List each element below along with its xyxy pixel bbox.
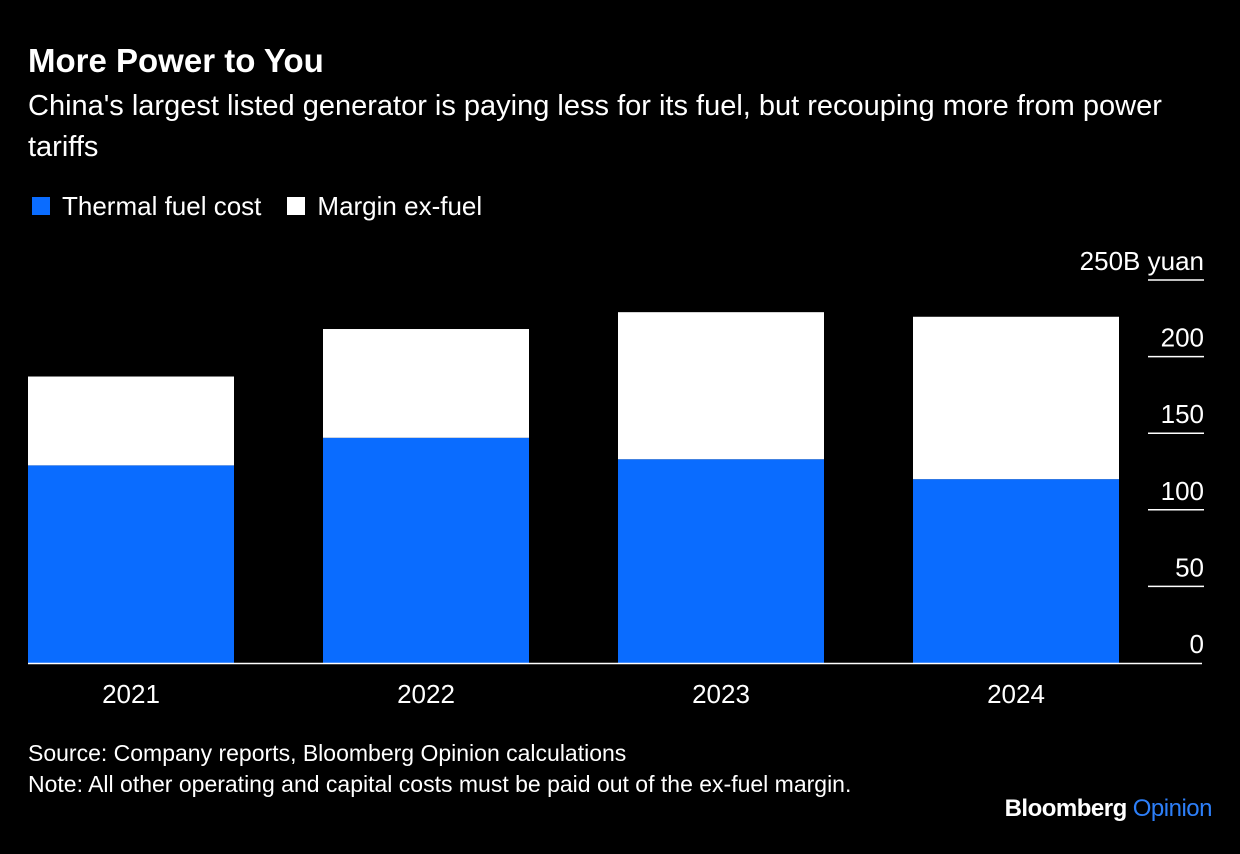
legend-label-margin: Margin ex-fuel: [317, 191, 483, 221]
y-tick-label: 150: [1161, 399, 1204, 429]
legend-swatch-fuel: [32, 197, 50, 215]
legend-item-fuel: Thermal fuel cost: [32, 190, 261, 222]
footer: Source: Company reports, Bloomberg Opini…: [28, 738, 878, 800]
y-tick-label: 0: [1190, 629, 1204, 659]
footnote: Note: All other operating and capital co…: [28, 771, 852, 797]
x-tick-label: 2023: [692, 679, 750, 709]
bar-fuel-2022: [323, 437, 529, 663]
source-note: Source: Company reports, Bloomberg Opini…: [28, 740, 627, 766]
legend: Thermal fuel cost Margin ex-fuel: [32, 190, 508, 222]
y-tick-label: 100: [1161, 476, 1204, 506]
legend-swatch-margin: [287, 197, 306, 215]
x-tick-label: 2021: [102, 679, 160, 709]
y-tick-label: 250B yuan: [1080, 246, 1204, 276]
bar-margin-2023: [618, 312, 824, 460]
bar-margin-2022: [323, 329, 529, 438]
chart-subtitle: China's largest listed generator is payi…: [28, 90, 1162, 163]
legend-label-fuel: Thermal fuel cost: [62, 191, 262, 221]
chart-title: More Power to You: [28, 42, 324, 79]
x-tick-label: 2024: [987, 679, 1045, 709]
bar-margin-2024: [913, 316, 1119, 480]
brand-name: Bloomberg: [1004, 795, 1128, 822]
x-tick-label: 2022: [397, 679, 455, 709]
y-tick-label: 50: [1175, 552, 1204, 582]
brand-suffix: Opinion: [1132, 795, 1213, 822]
bar-fuel-2023: [618, 459, 824, 663]
y-tick-label: 200: [1161, 323, 1204, 353]
brand-logo: Bloomberg Opinion: [1004, 795, 1213, 823]
bar-fuel-2024: [913, 479, 1119, 663]
stacked-bar-chart: 0 50 100 150 200 250B yuan 2021 2022 2023 2024: [28, 246, 1204, 709]
bar-fuel-2021: [28, 465, 234, 663]
bar-margin-2021: [28, 376, 234, 466]
legend-item-margin: Margin ex-fuel: [287, 190, 482, 222]
